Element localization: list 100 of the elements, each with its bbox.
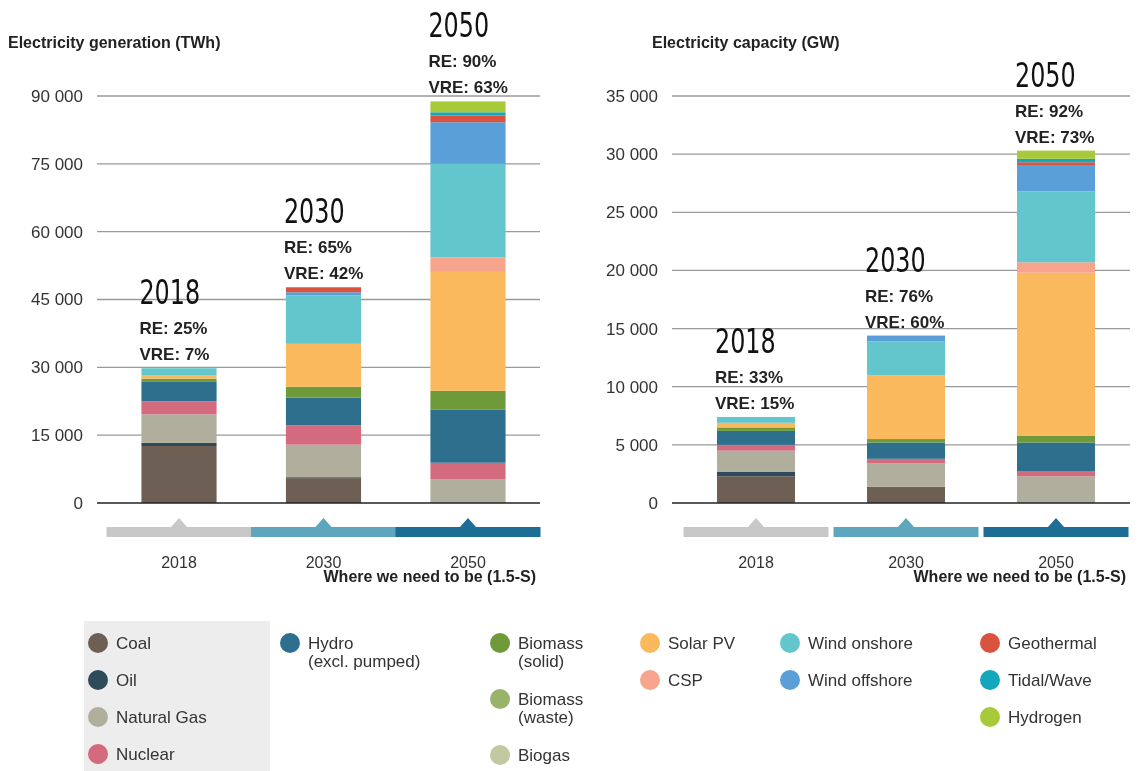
chart-title: Electricity capacity (GW): [652, 34, 840, 51]
bar: [867, 463, 945, 487]
y-tick-label: 35 000: [606, 86, 658, 106]
legend-label: Biomass (waste): [518, 690, 584, 727]
bar: [867, 375, 945, 440]
annotation: RE: 33%: [715, 367, 784, 387]
bar: [1017, 162, 1095, 166]
legend-label: Oil: [116, 671, 137, 690]
annotation: VRE: 63%: [428, 78, 508, 98]
bar: [285, 386, 362, 398]
annotation: RE: 90%: [428, 52, 497, 72]
bar: [141, 446, 217, 503]
bar: [1017, 272, 1095, 436]
legend-label: Coal: [116, 634, 151, 653]
bar: [1017, 476, 1095, 503]
bar: [867, 341, 945, 376]
annotation: VRE: 15%: [715, 393, 795, 413]
legend-label: Nuclear: [116, 745, 175, 764]
y-tick-label: 15 000: [31, 426, 83, 446]
bar: [141, 381, 217, 402]
x-tick-label: 2018: [738, 554, 774, 572]
bar: [717, 476, 795, 503]
bar: [285, 295, 362, 344]
bar: [1017, 262, 1095, 273]
annotation: RE: 25%: [139, 319, 208, 339]
bar: [1017, 191, 1095, 263]
y-tick-label: 15 000: [606, 319, 658, 339]
annotation: VRE: 60%: [865, 312, 945, 332]
text: Where we need to be (1.5-S): [323, 568, 536, 585]
chart-title: Electricity generation (TWh): [8, 34, 221, 51]
bar: [430, 115, 506, 123]
bar: [285, 478, 362, 503]
legend-label: Wind onshore: [808, 634, 913, 653]
bar: [285, 343, 362, 387]
annotation: 2030: [865, 240, 926, 280]
annotation: 2018: [139, 273, 201, 313]
x-tick-label: 2018: [161, 554, 197, 572]
legend-label: Hydro (excl. pumped): [308, 634, 421, 671]
y-tick-label: 30 000: [31, 358, 83, 378]
legend-label: Wind offshore: [808, 671, 913, 690]
bar: [285, 425, 362, 445]
annotation: RE: 65%: [283, 238, 352, 258]
bar: [430, 462, 506, 480]
annotation: 2050: [428, 6, 490, 46]
legend-label: Natural Gas: [116, 708, 207, 727]
legend-label: Biogas: [518, 746, 570, 765]
annotation: RE: 92%: [1015, 101, 1084, 121]
bar: [867, 486, 945, 503]
bar: [717, 450, 795, 472]
bar: [285, 444, 362, 478]
y-tick-label: 45 000: [31, 290, 83, 310]
y-tick-label: 0: [648, 493, 658, 513]
bar: [430, 101, 506, 113]
bar: [430, 122, 506, 164]
legend-label: Geothermal: [1008, 634, 1097, 653]
annotation: VRE: 73%: [1015, 127, 1095, 147]
y-tick-label: 20 000: [606, 261, 658, 281]
bar: [430, 409, 506, 463]
y-tick-label: 75 000: [31, 154, 83, 174]
bar: [717, 416, 795, 423]
bar: [717, 430, 795, 445]
legend-label: Solar PV: [668, 634, 736, 653]
bar: [285, 397, 362, 426]
legend-label: Tidal/Wave: [1008, 671, 1092, 690]
bar: [141, 368, 217, 376]
bar: [141, 401, 217, 415]
bar: [430, 390, 506, 410]
bar: [867, 442, 945, 459]
bar: [1017, 150, 1095, 159]
y-tick-label: 0: [73, 493, 83, 513]
legend-label: Hydrogen: [1008, 708, 1082, 727]
y-tick-label: 30 000: [606, 145, 658, 165]
bar: [430, 112, 506, 116]
bar: [867, 439, 945, 443]
legend-label: Biomass (solid): [518, 634, 584, 671]
bar: [1017, 442, 1095, 472]
y-tick-label: 90 000: [31, 86, 83, 106]
bar: [717, 427, 795, 431]
annotation: 2018: [715, 321, 776, 361]
annotation: VRE: 42%: [283, 264, 364, 284]
bar: [430, 163, 506, 258]
bar: [430, 271, 506, 391]
legend-label: CSP: [668, 671, 703, 690]
y-tick-label: 10 000: [606, 377, 658, 397]
y-tick-label: 60 000: [31, 222, 83, 242]
bar: [1017, 165, 1095, 192]
bar: [430, 257, 506, 272]
bar: [285, 287, 362, 293]
bar: [141, 414, 217, 443]
bar: [717, 444, 795, 451]
annotation: VRE: 7%: [139, 345, 210, 365]
bar: [430, 479, 506, 503]
bar: [141, 442, 217, 447]
annotation: RE: 76%: [865, 286, 934, 306]
bar: [285, 292, 362, 296]
annotation: 2030: [283, 192, 345, 232]
bar: [1017, 435, 1095, 443]
annotation: 2050: [1015, 55, 1076, 95]
text: Where we need to be (1.5-S): [913, 568, 1126, 585]
y-tick-label: 25 000: [606, 203, 658, 223]
